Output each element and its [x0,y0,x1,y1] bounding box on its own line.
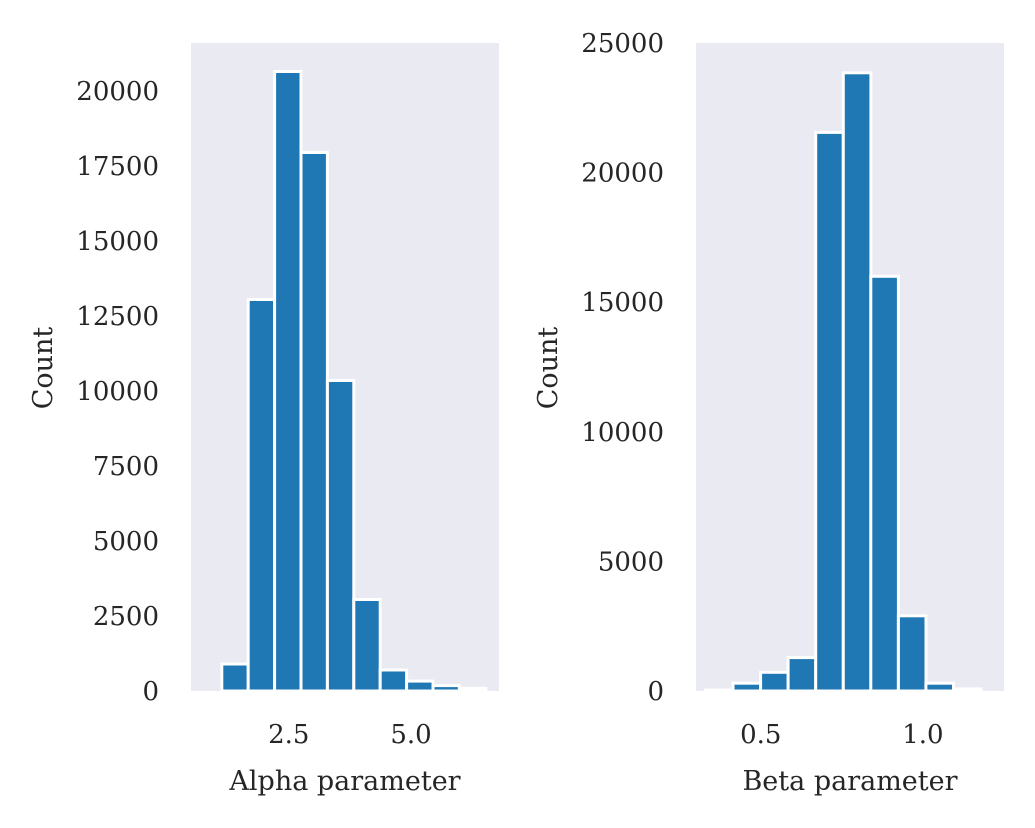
alpha-bar [220,662,250,693]
beta-bar [841,71,873,693]
alpha-bar [299,151,329,693]
beta-y-tick-label: 15000 [581,288,664,318]
alpha-y-axis-label: Count [28,327,59,410]
alpha-y-tick-label: 2500 [93,602,159,632]
alpha-x-ticks: 2.5 5.0 [268,720,432,750]
alpha-histogram-panel: 0 2500 5000 7500 10000 12500 15000 17500 20000 2… [28,43,499,797]
alpha-bar [431,684,461,693]
beta-y-tick-label: 5000 [598,547,664,577]
alpha-bar [246,298,277,693]
beta-bar [731,681,763,693]
beta-x-ticks: 0.5 1.0 [740,720,943,750]
beta-x-tick-label: 1.0 [902,720,943,750]
beta-y-axis-label: Count [533,327,564,410]
beta-bar [704,688,735,693]
alpha-y-tick-label: 15000 [76,227,159,257]
beta-y-tick-label: 25000 [581,29,664,59]
alpha-bar [325,379,356,693]
alpha-y-tick-label: 0 [142,677,159,707]
alpha-bar [352,598,382,693]
alpha-x-axis-label: Alpha parameter [228,766,460,797]
alpha-y-tick-label: 5000 [93,527,159,557]
beta-y-tick-label: 20000 [581,159,664,189]
beta-bar [814,130,845,693]
alpha-bar [273,70,303,693]
beta-bar [952,687,983,693]
beta-histogram-panel: 0 5000 10000 15000 20000 25000 0.5 1.0 Beta pa… [533,29,1004,797]
beta-bar [869,274,900,693]
beta-bar [896,614,928,693]
beta-y-ticks: 0 5000 10000 15000 20000 25000 [581,29,664,707]
beta-bars [704,71,983,693]
beta-x-tick-label: 0.5 [740,720,781,750]
alpha-y-tick-label: 12500 [76,302,159,332]
beta-y-tick-label: 0 [647,677,664,707]
alpha-bar [405,679,435,693]
alpha-x-tick-label: 2.5 [268,720,309,750]
alpha-bars [220,70,488,693]
alpha-y-tick-label: 17500 [76,152,159,182]
alpha-y-tick-label: 7500 [93,452,159,482]
alpha-x-tick-label: 5.0 [390,720,431,750]
alpha-y-tick-label: 20000 [76,77,159,107]
beta-bar [924,681,956,693]
alpha-bar [378,668,409,693]
beta-bar [786,656,818,693]
alpha-bar [457,686,488,693]
beta-y-tick-label: 10000 [581,418,664,448]
beta-bar [759,670,790,693]
alpha-y-tick-label: 10000 [76,377,159,407]
beta-x-axis-label: Beta parameter [742,766,957,797]
alpha-y-ticks: 0 2500 5000 7500 10000 12500 15000 17500 20000 [76,77,159,707]
